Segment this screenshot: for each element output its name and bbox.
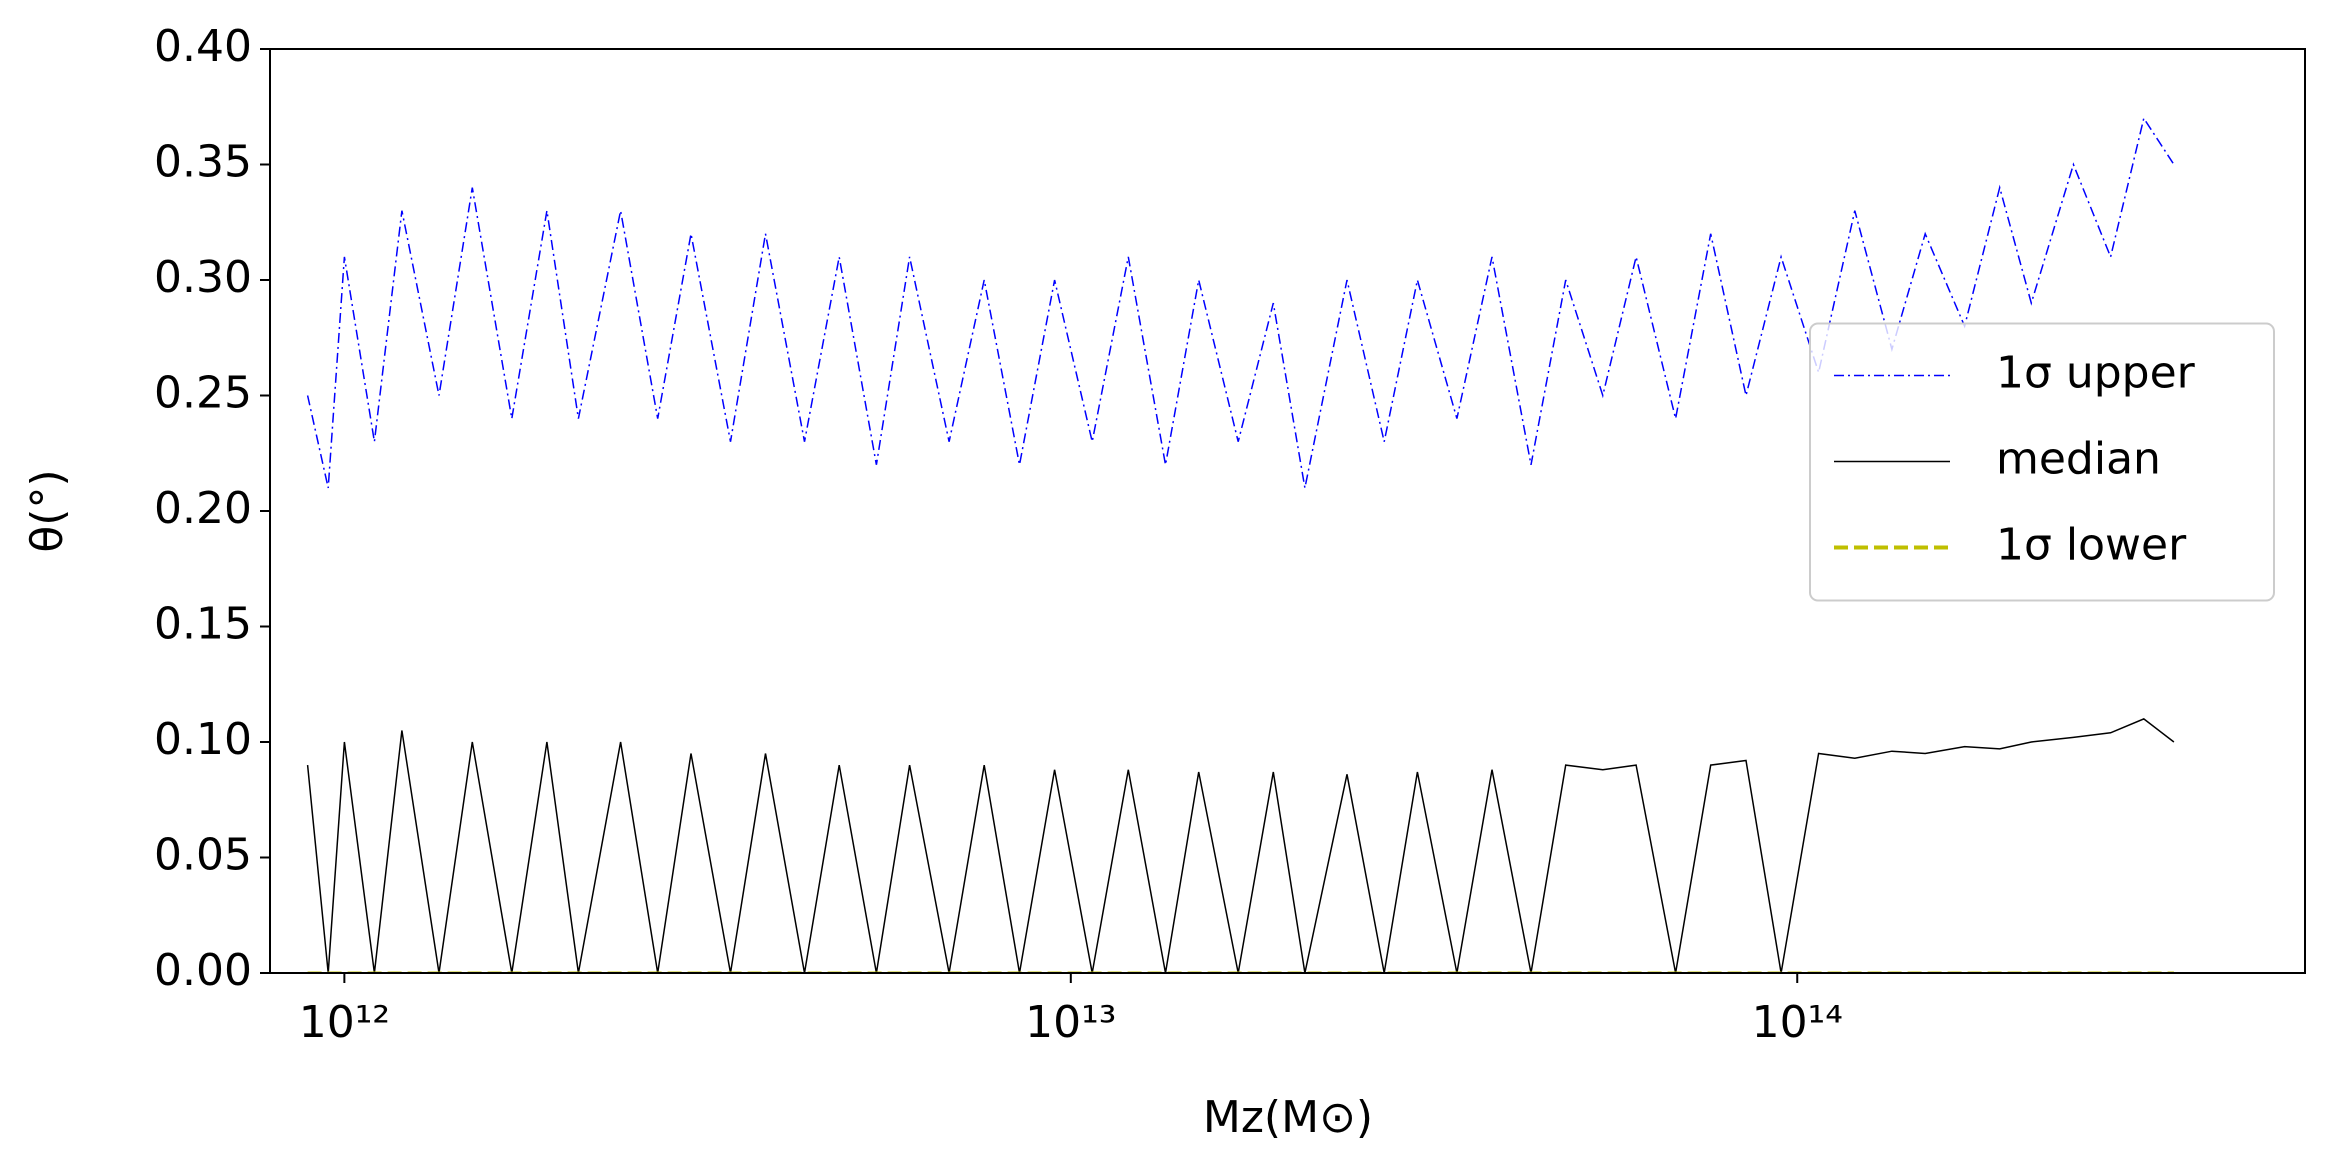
y-tick-label: 0.35 (154, 137, 252, 188)
legend-label: median (1996, 434, 2161, 485)
y-tick-label: 0.30 (154, 252, 252, 303)
legend-label: 1σ lower (1996, 520, 2187, 571)
y-tick-label: 0.40 (154, 21, 252, 72)
y-tick-label: 0.15 (154, 599, 252, 650)
y-tick-label: 0.00 (154, 945, 252, 996)
series-line (306, 718, 2175, 973)
x-axis-label: Mz(M⊙) (1203, 1092, 1373, 1143)
legend-box (1809, 322, 2275, 602)
plot-frame (269, 48, 2306, 974)
y-tick-label: 0.20 (154, 483, 252, 534)
y-tick-label: 0.25 (154, 368, 252, 419)
series-line (306, 116, 2175, 489)
legend-label: 1σ upper (1996, 348, 2196, 399)
y-tick-label: 0.10 (154, 714, 252, 765)
x-tick-label: 10¹³ (1025, 997, 1116, 1048)
y-tick-label: 0.05 (154, 830, 252, 881)
y-axis-label: θ(°) (22, 469, 73, 552)
x-tick-label: 10¹² (299, 997, 390, 1048)
x-tick-label: 10¹⁴ (1752, 997, 1843, 1048)
